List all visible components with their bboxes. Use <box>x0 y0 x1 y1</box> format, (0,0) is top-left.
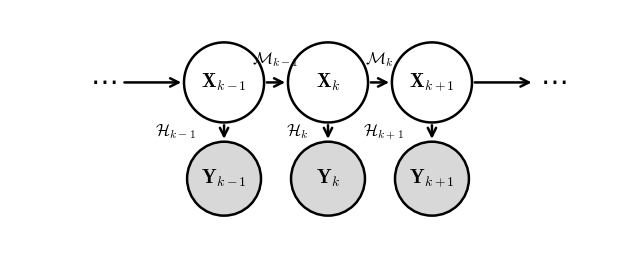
Circle shape <box>184 42 264 123</box>
Circle shape <box>288 42 368 123</box>
Text: $\mathbf{\mathcal{M}}_{k}$: $\mathbf{\mathcal{M}}_{k}$ <box>365 51 394 69</box>
Text: $\mathbf{X}$$_{k}$: $\mathbf{X}$$_{k}$ <box>316 72 340 93</box>
Text: $\mathbf{X}$$_{k-1}$: $\mathbf{X}$$_{k-1}$ <box>201 72 247 93</box>
Circle shape <box>392 42 472 123</box>
Text: $\mathbf{Y}$$_{k}$: $\mathbf{Y}$$_{k}$ <box>316 168 340 189</box>
Text: $\mathbf{\mathcal{M}}_{k-1}$: $\mathbf{\mathcal{M}}_{k-1}$ <box>252 51 299 69</box>
Text: $\mathbf{Y}$$_{k+1}$: $\mathbf{Y}$$_{k+1}$ <box>409 168 455 189</box>
Circle shape <box>395 142 469 216</box>
Text: $\mathbf{Y}$$_{k-1}$: $\mathbf{Y}$$_{k-1}$ <box>201 168 247 189</box>
Circle shape <box>291 142 365 216</box>
Text: $\mathbf{\mathcal{H}}_{k+1}$: $\mathbf{\mathcal{H}}_{k+1}$ <box>363 122 403 142</box>
Circle shape <box>187 142 261 216</box>
Text: $\mathbf{\mathcal{H}}_{k-1}$: $\mathbf{\mathcal{H}}_{k-1}$ <box>155 122 196 141</box>
Text: $\mathbf{\mathcal{H}}_{k}$: $\mathbf{\mathcal{H}}_{k}$ <box>286 122 308 141</box>
Text: $\cdots$: $\cdots$ <box>90 68 116 96</box>
Text: $\mathbf{X}$$_{k+1}$: $\mathbf{X}$$_{k+1}$ <box>409 72 455 93</box>
Text: $\cdots$: $\cdots$ <box>540 68 566 96</box>
